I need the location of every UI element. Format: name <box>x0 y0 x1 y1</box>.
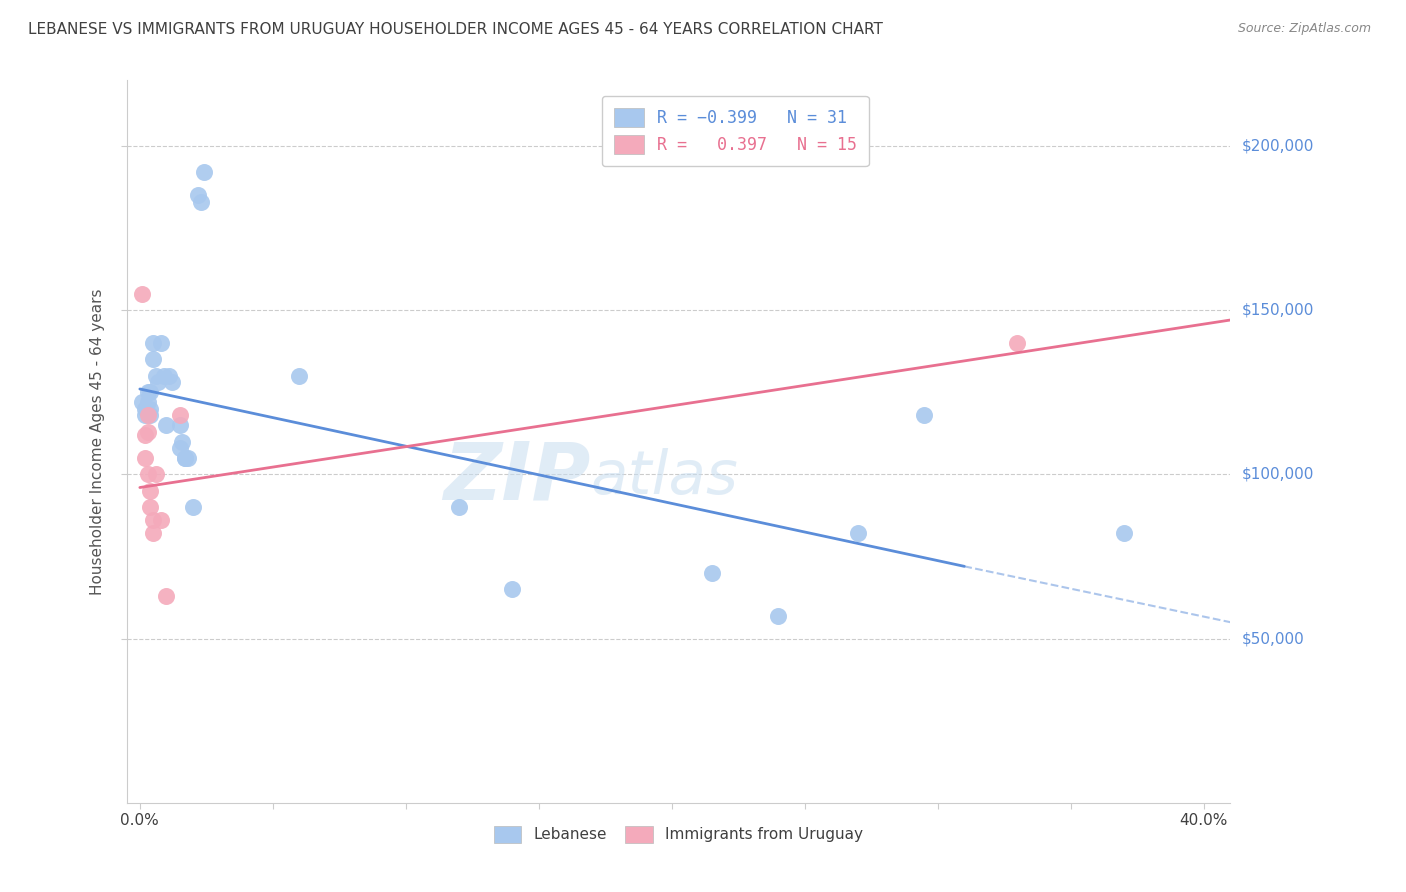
Point <box>193 165 215 179</box>
Point <box>142 336 165 351</box>
Point <box>131 395 153 409</box>
Point <box>134 428 156 442</box>
Point <box>139 401 162 416</box>
Point <box>174 450 197 465</box>
Point <box>145 368 167 383</box>
Point <box>172 434 194 449</box>
Point <box>134 401 156 416</box>
Text: LEBANESE VS IMMIGRANTS FROM URUGUAY HOUSEHOLDER INCOME AGES 45 - 64 YEARS CORREL: LEBANESE VS IMMIGRANTS FROM URUGUAY HOUS… <box>28 22 883 37</box>
Point <box>145 467 167 482</box>
Point <box>139 500 162 515</box>
Point <box>181 500 204 515</box>
Point <box>139 483 162 498</box>
Text: ZIP: ZIP <box>443 439 591 516</box>
Point <box>447 500 470 515</box>
Point <box>288 368 311 383</box>
Point <box>169 409 191 423</box>
Point <box>139 409 162 423</box>
Y-axis label: Householder Income Ages 45 - 64 years: Householder Income Ages 45 - 64 years <box>90 288 105 595</box>
Point <box>177 450 200 465</box>
Point <box>160 376 183 390</box>
Point <box>174 450 197 465</box>
Point <box>150 513 173 527</box>
Point <box>190 194 212 209</box>
Point <box>766 608 789 623</box>
Point <box>700 566 723 580</box>
Point <box>1007 336 1029 351</box>
Point <box>150 336 173 351</box>
Point <box>134 409 156 423</box>
Point <box>136 385 159 400</box>
Point <box>136 409 159 423</box>
Point <box>501 582 523 597</box>
Point <box>136 425 159 439</box>
Point <box>142 513 165 527</box>
Text: $100,000: $100,000 <box>1241 467 1313 482</box>
Point <box>134 450 156 465</box>
Point <box>187 188 209 202</box>
Text: atlas: atlas <box>591 448 738 508</box>
Point <box>912 409 935 423</box>
Text: $200,000: $200,000 <box>1241 138 1313 153</box>
Point <box>169 418 191 433</box>
Text: $150,000: $150,000 <box>1241 302 1313 318</box>
Point <box>152 368 174 383</box>
Point <box>142 526 165 541</box>
Point <box>1112 526 1135 541</box>
Point <box>136 395 159 409</box>
Point <box>169 441 191 455</box>
Point <box>846 526 869 541</box>
Point <box>142 352 165 367</box>
Point <box>155 418 177 433</box>
Text: Source: ZipAtlas.com: Source: ZipAtlas.com <box>1237 22 1371 36</box>
Text: $50,000: $50,000 <box>1241 632 1305 646</box>
Point <box>131 286 153 301</box>
Point <box>148 376 170 390</box>
Point <box>136 467 159 482</box>
Point <box>155 589 177 603</box>
Point <box>157 368 180 383</box>
Legend: Lebanese, Immigrants from Uruguay: Lebanese, Immigrants from Uruguay <box>488 820 869 849</box>
Point <box>139 385 162 400</box>
